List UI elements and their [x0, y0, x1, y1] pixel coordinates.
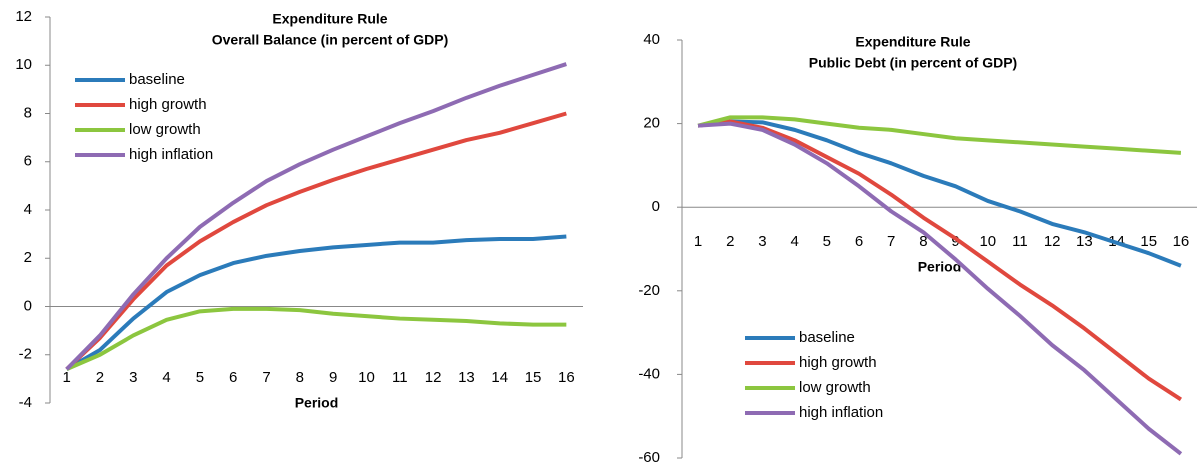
- chart-title: Expenditure Rule: [855, 34, 970, 50]
- x-tick-label: 3: [129, 369, 137, 386]
- x-tick-label: 15: [1140, 233, 1157, 250]
- legend-label: baseline: [799, 329, 855, 346]
- series-line: [697, 121, 1183, 456]
- x-tick-label: 16: [558, 369, 575, 386]
- y-tick-label: 40: [643, 31, 660, 48]
- x-tick-label: 11: [392, 369, 408, 386]
- x-tick-label: 13: [458, 369, 475, 386]
- x-tick-label: 10: [358, 369, 375, 386]
- y-tick-label: 8: [24, 104, 32, 121]
- x-tick-label: 8: [296, 369, 304, 386]
- y-tick-label: -20: [638, 282, 660, 299]
- x-tick-label: 2: [726, 233, 734, 250]
- series-line: [697, 119, 1182, 268]
- x-tick-label: 13: [1076, 233, 1093, 250]
- x-tick-label: 4: [790, 233, 798, 250]
- y-tick-label: 0: [652, 198, 660, 215]
- x-tick-label: 15: [525, 369, 542, 386]
- series-line: [65, 62, 567, 371]
- y-tick-label: -2: [19, 346, 32, 363]
- y-tick-label: 4: [24, 201, 32, 218]
- x-tick-label: 9: [951, 233, 959, 250]
- x-axis-label: Period: [295, 395, 339, 411]
- series-line: [65, 306, 567, 372]
- x-tick-label: 3: [758, 233, 766, 250]
- x-tick-label: 10: [979, 233, 996, 250]
- legend-label: high growth: [799, 354, 877, 371]
- y-tick-label: -4: [19, 394, 32, 411]
- x-tick-label: 1: [694, 233, 702, 250]
- x-tick-label: 7: [262, 369, 270, 386]
- x-tick-label: 4: [162, 369, 170, 386]
- chart-subtitle: Public Debt (in percent of GDP): [809, 55, 1017, 71]
- legend-label: high growth: [129, 96, 207, 113]
- series-line: [65, 234, 567, 371]
- x-tick-label: 14: [491, 369, 508, 386]
- x-tick-label: 9: [329, 369, 337, 386]
- y-tick-label: 2: [24, 249, 32, 266]
- legend-label: low growth: [129, 121, 201, 138]
- x-tick-label: 12: [1044, 233, 1061, 250]
- chart-subtitle: Overall Balance (in percent of GDP): [212, 32, 449, 48]
- x-tick-label: 8: [919, 233, 927, 250]
- legend-label: low growth: [799, 379, 871, 396]
- x-tick-label: 5: [196, 369, 204, 386]
- x-tick-label: 6: [229, 369, 237, 386]
- legend-label: high inflation: [799, 404, 883, 421]
- x-tick-label: 7: [887, 233, 895, 250]
- y-tick-label: 0: [24, 297, 32, 314]
- series-line: [697, 119, 1182, 402]
- x-tick-label: 12: [425, 369, 442, 386]
- series-line: [65, 111, 567, 371]
- y-tick-label: 12: [15, 8, 32, 25]
- x-tick-label: 6: [855, 233, 863, 250]
- x-tick-label: 2: [96, 369, 104, 386]
- legend-label: high inflation: [129, 146, 213, 163]
- y-tick-label: -60: [638, 449, 660, 466]
- x-axis-label: Period: [918, 259, 962, 275]
- series-line: [697, 115, 1182, 155]
- y-tick-label: -40: [638, 365, 660, 382]
- x-tick-label: 11: [1012, 233, 1028, 250]
- chart-title: Expenditure Rule: [272, 11, 387, 27]
- y-tick-label: 10: [15, 56, 32, 73]
- x-tick-label: 5: [823, 233, 831, 250]
- x-tick-label: 16: [1173, 233, 1190, 250]
- y-tick-label: 6: [24, 153, 32, 170]
- y-tick-label: 20: [643, 115, 660, 132]
- legend-label: baseline: [129, 71, 185, 88]
- x-tick-label: 1: [62, 369, 70, 386]
